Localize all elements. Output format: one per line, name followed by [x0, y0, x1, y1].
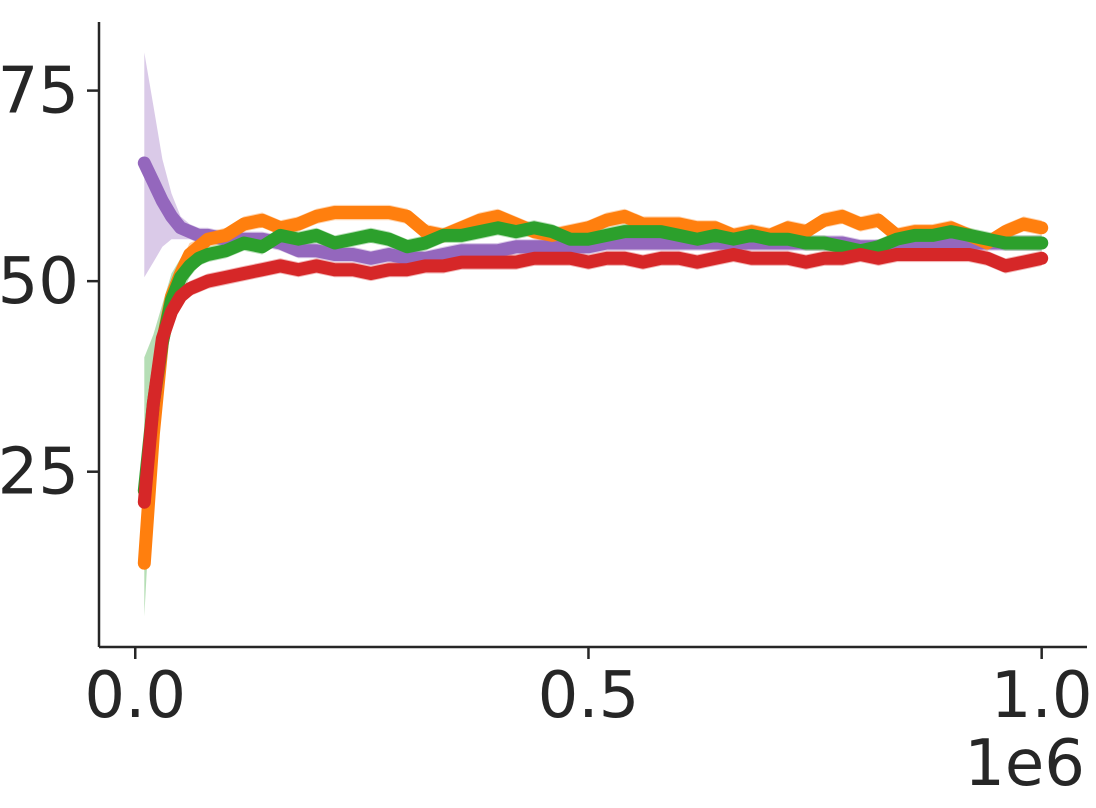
- y-tick-label: 25: [0, 436, 79, 510]
- series-4-line: [137, 248, 1049, 509]
- series-3-line: [137, 221, 1049, 498]
- y-tick-label: 75: [0, 55, 79, 129]
- x-tick-label: 0.0: [84, 659, 186, 733]
- x-tick-label: 0.5: [538, 659, 640, 733]
- confidence-bands: [144, 52, 1042, 617]
- series-lines: [137, 156, 1049, 570]
- series-3-band: [144, 220, 1042, 617]
- x-offset-label: 1e6: [964, 727, 1085, 801]
- y-axis-ticks: 25 50 75: [0, 55, 99, 510]
- y-tick-label: 50: [0, 245, 79, 319]
- x-tick-label: 1.0: [991, 659, 1093, 733]
- x-axis-ticks: 0.0 0.5 1.0: [84, 647, 1093, 733]
- series-4-band: [144, 246, 1042, 510]
